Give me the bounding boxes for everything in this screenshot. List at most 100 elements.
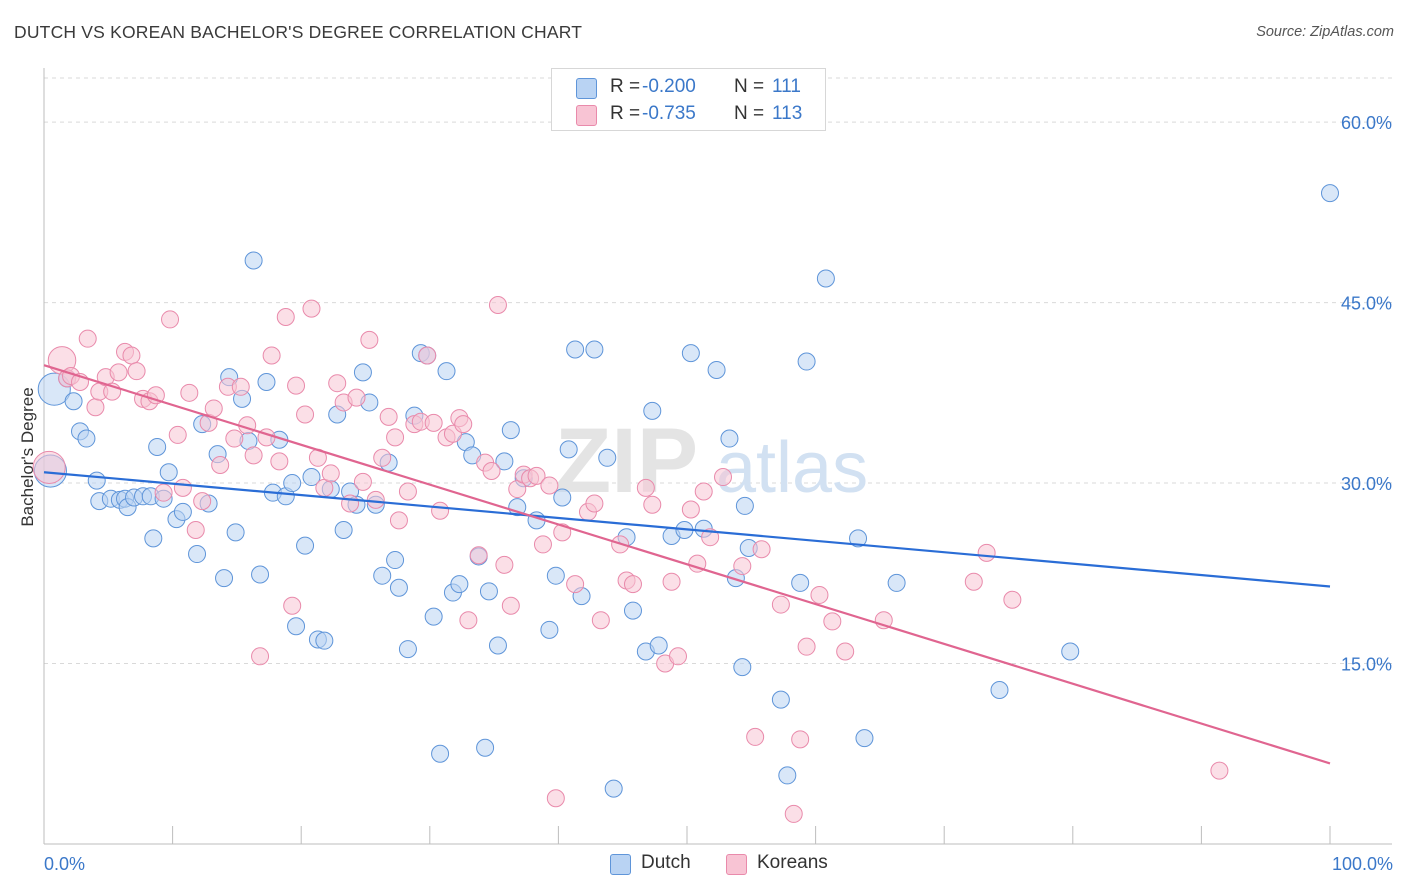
n-label: N = [734, 76, 765, 97]
dutch-point [302, 468, 321, 487]
dutch-point [159, 463, 178, 482]
r-label: R = [610, 76, 641, 97]
dutch-point [553, 488, 572, 507]
watermark: ZIP atlas [555, 410, 868, 512]
dutch-point [424, 607, 443, 626]
dutch-point [643, 401, 662, 420]
dutch-point [296, 536, 315, 555]
korean-point [389, 511, 408, 530]
korean-point [418, 346, 437, 365]
korean-point [488, 295, 507, 314]
y-tick-label: 45.0% [1341, 294, 1392, 314]
koreans-swatch [576, 105, 597, 126]
korean-point [373, 448, 392, 467]
dutch-point [64, 392, 83, 411]
korean-point [771, 595, 790, 614]
dutch-point [681, 344, 700, 363]
korean-point [454, 415, 473, 434]
watermark-zip: ZIP [555, 410, 698, 512]
korean-point [225, 429, 244, 448]
korean-point [459, 611, 478, 630]
dutch-point [495, 452, 514, 471]
dutch-point [791, 573, 810, 592]
korean-point [231, 377, 250, 396]
korean-point [86, 398, 105, 417]
r-value: -0.735 [642, 103, 696, 124]
dutch-swatch [576, 78, 597, 99]
series-legend: Dutch Koreans [0, 852, 1406, 878]
dutch-point [257, 372, 276, 391]
korean-point [366, 490, 385, 509]
korean-point [1003, 590, 1022, 609]
chart-title: DUTCH VS KOREAN BACHELOR'S DEGREE CORREL… [14, 22, 583, 42]
korean-point [482, 462, 501, 481]
korean-point [784, 804, 803, 823]
legend-label-koreans: Koreans [757, 852, 828, 873]
korean-point [585, 494, 604, 513]
dutch-point [585, 340, 604, 359]
korean-point [287, 376, 306, 395]
korean-point [810, 585, 829, 604]
n-label: N = [734, 103, 765, 124]
y-tick-label: 15.0% [1341, 655, 1392, 675]
korean-point [347, 388, 366, 407]
korean-point [746, 727, 765, 746]
dutch-point [431, 744, 450, 763]
korean-point [283, 596, 302, 615]
korean-point [379, 407, 398, 426]
korean-point [566, 575, 585, 594]
korean-point [353, 472, 372, 491]
r-value: -0.200 [642, 76, 696, 97]
dutch-point [87, 471, 106, 490]
korean-point [180, 383, 199, 402]
dutch-point [849, 529, 868, 548]
korean-point [341, 494, 360, 513]
dutch-point [559, 440, 578, 459]
korean-point [797, 637, 816, 656]
dutch-point [488, 636, 507, 655]
dutch-point [735, 496, 754, 515]
dutch-point [797, 352, 816, 371]
korean-point [546, 789, 565, 808]
dutch-point [479, 582, 498, 601]
korean-point [270, 452, 289, 471]
dutch-point [604, 779, 623, 798]
dutch-point [251, 565, 270, 584]
dutch-point [1061, 642, 1080, 661]
korean-point [262, 346, 281, 365]
korean-point [540, 476, 559, 495]
dutch-point [501, 421, 520, 440]
korean-point [109, 363, 128, 382]
points-layer [32, 184, 1339, 823]
dutch-point [386, 551, 405, 570]
dutch-point [649, 636, 668, 655]
x-tick-label: 100.0% [1332, 854, 1393, 874]
dutch-point [188, 545, 207, 564]
trend-layer [43, 364, 1331, 765]
korean-point [469, 546, 488, 565]
korean-trend-line [43, 364, 1331, 765]
korean-point [733, 557, 752, 576]
korean-point [32, 450, 66, 484]
dutch-point [215, 569, 234, 588]
source-label: Source: ZipAtlas.com [1256, 24, 1394, 40]
korean-point [161, 310, 180, 329]
korean-point [398, 482, 417, 501]
korean-point [694, 482, 713, 501]
korean-point [127, 362, 146, 381]
korean-point [495, 555, 514, 574]
korean-point [168, 425, 187, 444]
dutch-point [398, 640, 417, 659]
dutch-point [566, 340, 585, 359]
korean-point [328, 374, 347, 393]
dutch-point [623, 601, 642, 620]
korean-point [186, 520, 205, 539]
dutch-point [389, 578, 408, 597]
dutch-point [334, 520, 353, 539]
korean-point [701, 528, 720, 547]
korean-point [193, 492, 212, 511]
x-tick-label: 0.0% [44, 854, 85, 874]
korean-point [211, 456, 230, 475]
korean-point [302, 299, 321, 318]
